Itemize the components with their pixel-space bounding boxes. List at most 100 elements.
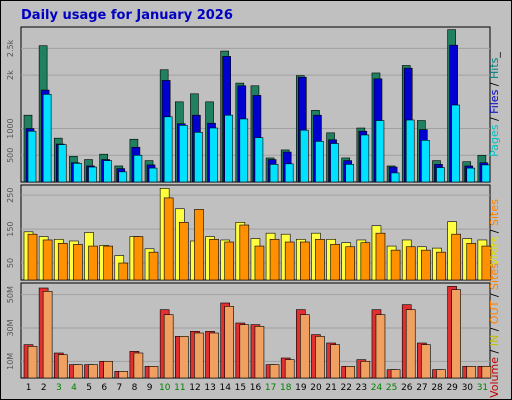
bar-out-day-2 — [42, 291, 53, 379]
series-label-hits_files_pages: Pages / Files / Hits_ — [488, 52, 501, 157]
bar-sites-day-26 — [405, 246, 416, 281]
series-label-part: _ — [488, 52, 501, 59]
bar-sites-day-5 — [88, 245, 98, 281]
series-label-part: / — [488, 79, 501, 90]
bar-pages-day-5 — [88, 166, 97, 183]
x-tick-label-day: 28 — [431, 383, 443, 393]
bar-out-day-24 — [375, 314, 386, 379]
bar-out-day-10 — [163, 314, 174, 379]
bar-out-day-27 — [421, 344, 431, 379]
bar-pages-day-8 — [133, 154, 143, 183]
bar-out-day-1 — [27, 346, 38, 379]
y-tick-label: 2.5k — [6, 39, 15, 57]
bar-out-day-19 — [300, 314, 310, 379]
bar-sites-day-18 — [284, 241, 295, 281]
bar-sites-day-3 — [57, 243, 68, 281]
series-label-part: Files — [488, 89, 501, 113]
bar-out-day-4 — [73, 364, 83, 379]
bar-out-day-22 — [345, 366, 356, 379]
x-tick-label-day: 1 — [26, 383, 32, 393]
x-tick-label-day: 29 — [446, 383, 458, 393]
bar-sites-day-21 — [330, 244, 340, 281]
bar-pages-day-20 — [315, 141, 324, 183]
bar-out-day-18 — [284, 359, 295, 379]
x-tick-label-day: 9 — [147, 383, 153, 393]
series-label-part: Volume — [488, 357, 501, 398]
y-tick-label: 250 — [6, 188, 15, 203]
bar-pages-day-4 — [73, 162, 82, 183]
bar-sites-day-7 — [118, 262, 129, 281]
x-tick-label-day: 16 — [250, 383, 262, 393]
y-tick-label: 500 — [6, 148, 15, 163]
x-tick-label-day: 25 — [386, 383, 397, 393]
x-tick-label-day: 3 — [56, 383, 62, 393]
bar-out-day-3 — [57, 354, 68, 379]
bar-pages-day-12 — [194, 131, 203, 183]
bar-sites-day-24 — [375, 232, 386, 281]
bar-sites-day-31 — [481, 245, 492, 281]
series-label-part: Hits — [488, 57, 501, 79]
series-label-part: / — [488, 290, 501, 301]
bar-pages-day-19 — [300, 129, 309, 183]
bar-sites-day-22 — [345, 246, 356, 281]
x-tick-label-day: 14 — [220, 383, 232, 393]
x-tick-label-day: 6 — [101, 383, 107, 393]
x-tick-label-day: 11 — [174, 383, 185, 393]
bar-pages-day-10 — [163, 116, 173, 183]
bar-sites-day-6 — [103, 245, 113, 281]
bar-sites-day-16 — [254, 245, 265, 281]
bar-out-day-8 — [133, 352, 144, 379]
bar-pages-day-21 — [330, 143, 339, 183]
bar-sites-day-15 — [239, 224, 250, 281]
bar-sites-day-10 — [163, 197, 174, 281]
series-label-part: OUT — [488, 300, 501, 324]
bar-pages-day-6 — [103, 160, 112, 183]
x-tick-label-day: 20 — [310, 383, 322, 393]
y-tick-label: 50M — [6, 286, 15, 303]
bar-pages-day-14 — [224, 114, 233, 183]
bar-sites-day-20 — [315, 238, 325, 281]
x-tick-label-day: 12 — [189, 383, 200, 393]
x-tick-label-day: 31 — [477, 383, 488, 393]
chart-title: Daily usage for January 2026 — [21, 8, 233, 23]
bar-sites-day-27 — [421, 249, 431, 281]
bar-pages-day-23 — [360, 134, 370, 183]
x-tick-label-day: 17 — [265, 383, 276, 393]
bar-sites-day-19 — [300, 241, 310, 281]
bar-pages-day-17 — [269, 164, 279, 183]
x-tick-label-day: 13 — [204, 383, 215, 393]
x-tick-label-day: 26 — [401, 383, 413, 393]
bar-pages-day-16 — [254, 137, 264, 183]
bar-sites-day-11 — [178, 222, 189, 281]
bar-sites-day-4 — [73, 244, 83, 281]
x-tick-label-day: 2 — [41, 383, 47, 393]
bar-out-day-15 — [239, 324, 250, 379]
bar-out-day-26 — [405, 309, 416, 379]
bar-out-day-23 — [360, 361, 371, 379]
series-label-part: Pages — [488, 124, 501, 157]
x-tick-label-day: 15 — [235, 383, 246, 393]
x-tick-label-day: 5 — [86, 383, 92, 393]
x-tick-label-day: 30 — [462, 383, 474, 393]
bar-sites-day-29 — [451, 233, 461, 281]
x-tick-label-day: 21 — [325, 383, 336, 393]
x-tick-label-day: 19 — [295, 383, 307, 393]
y-tick-label: 50 — [6, 258, 15, 268]
y-tick-label: 30M — [6, 319, 15, 336]
bar-pages-day-3 — [57, 144, 67, 183]
x-tick-label-day: 8 — [132, 383, 138, 393]
x-tick-label-day: 10 — [159, 383, 171, 393]
bar-out-day-25 — [390, 369, 401, 379]
bar-out-day-30 — [466, 366, 477, 379]
bar-out-day-13 — [209, 332, 219, 379]
bar-sites-day-30 — [466, 243, 477, 281]
series-label-part: / — [488, 114, 501, 125]
bar-out-day-5 — [88, 364, 98, 379]
bar-sites-day-8 — [133, 236, 144, 281]
series-label-in_out: Volume / IN / OUT / Sites — [488, 263, 501, 398]
bar-out-day-28 — [436, 369, 446, 379]
bar-out-day-31 — [481, 366, 492, 379]
bar-pages-day-13 — [209, 127, 218, 183]
series-label-part: / — [488, 346, 501, 357]
